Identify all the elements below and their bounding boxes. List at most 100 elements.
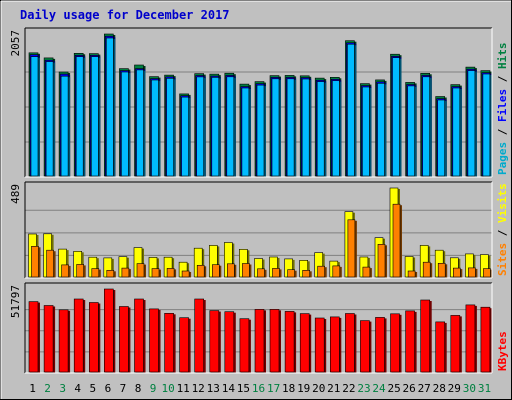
bar-kbytes-day-16 [254, 309, 265, 373]
bar-pages-day-22 [347, 43, 355, 177]
legend-item: Pages [496, 142, 509, 175]
bar-kbytes-day-9 [149, 308, 159, 373]
bar-pages-day-14 [226, 76, 235, 177]
bar-pages-day-24 [377, 83, 385, 177]
bar-pages-day-17 [271, 78, 280, 177]
bar-kbytes-day-31 [480, 306, 491, 373]
bar-kbytes-day-26 [405, 310, 415, 373]
chart-title: Daily usage for December 2017 [20, 8, 230, 22]
day-label-21: 21 [327, 382, 340, 395]
bar-kbytes-day-1 [28, 301, 39, 373]
bar-pages-day-21 [331, 80, 340, 177]
bar-pages-day-30 [467, 70, 476, 177]
bar-pages-day-9 [151, 79, 159, 177]
bar-pages-day-2 [45, 61, 54, 177]
bar-kbytes-day-28 [435, 321, 446, 373]
bar-kbytes-day-7 [119, 306, 129, 373]
bar-sites-day-3 [61, 264, 69, 278]
day-label-19: 19 [297, 382, 310, 395]
bar-pages-day-19 [301, 78, 310, 177]
bar-sites-day-1 [31, 246, 39, 278]
chart-panels: 2057 Pages / Files / Hits 489 Sites / Visit… [9, 27, 509, 374]
y-max-label: 489 [9, 184, 22, 204]
bar-pages-day-1 [30, 56, 39, 177]
bar-kbytes-day-11 [179, 317, 189, 373]
y-max-label: 51797 [9, 285, 22, 318]
series-pages [30, 37, 492, 178]
bar-sites-day-15 [242, 263, 250, 278]
bar-kbytes-day-30 [465, 304, 476, 373]
day-label-27: 27 [418, 382, 431, 395]
bar-kbytes-day-24 [375, 317, 385, 373]
legend-item: Hits [496, 43, 509, 70]
day-label-6: 6 [105, 382, 112, 395]
bar-kbytes-day-6 [104, 288, 114, 373]
bar-sites-day-24 [377, 244, 386, 278]
bar-sites-day-11 [181, 270, 190, 278]
day-label-14: 14 [222, 382, 236, 395]
bar-pages-day-6 [106, 37, 114, 177]
bar-sites-day-13 [212, 264, 220, 278]
legend-label: Sites / Visits [496, 183, 509, 276]
bar-sites-day-12 [196, 264, 205, 278]
bar-pages-day-5 [91, 56, 99, 177]
bar-kbytes-day-14 [224, 311, 235, 373]
bar-sites-day-5 [91, 268, 100, 278]
bar-pages-day-23 [362, 86, 370, 177]
bar-kbytes-day-23 [360, 320, 370, 373]
day-label-26: 26 [402, 382, 415, 395]
bar-sites-day-25 [392, 203, 401, 278]
bar-kbytes-day-12 [194, 298, 204, 373]
legend-label: KBytes [496, 331, 509, 371]
legend-item: Files [496, 89, 509, 122]
day-label-1: 1 [29, 382, 36, 395]
day-label-18: 18 [282, 382, 295, 395]
bar-pages-day-4 [75, 56, 84, 177]
day-label-9: 9 [150, 382, 157, 395]
bar-sites-day-2 [46, 249, 54, 278]
bar-pages-day-28 [437, 99, 446, 177]
bar-pages-day-10 [166, 78, 174, 177]
legend-item: / [496, 223, 509, 243]
day-label-31: 31 [478, 382, 491, 395]
day-label-10: 10 [161, 382, 174, 395]
bar-pages-day-12 [196, 76, 204, 177]
legend-item: / [496, 122, 509, 142]
day-label-28: 28 [433, 382, 446, 395]
day-label-24: 24 [372, 382, 386, 395]
bar-pages-day-8 [136, 69, 144, 177]
legend-item: KBytes [496, 331, 509, 371]
day-label-23: 23 [357, 382, 370, 395]
day-label-7: 7 [120, 382, 127, 395]
bar-kbytes-day-15 [239, 318, 250, 373]
bar-sites-day-6 [106, 269, 115, 278]
y-max-label: 2057 [9, 30, 22, 57]
bar-pages-day-15 [241, 87, 250, 177]
bar-sites-day-20 [317, 265, 326, 278]
bar-sites-day-23 [362, 266, 371, 278]
bar-kbytes-day-19 [299, 313, 310, 373]
bar-kbytes-day-2 [43, 305, 54, 373]
bar-pages-day-3 [60, 75, 69, 177]
bar-kbytes-day-29 [450, 315, 461, 373]
day-label-8: 8 [135, 382, 142, 395]
bar-sites-day-22 [347, 219, 356, 278]
bar-sites-day-27 [422, 261, 431, 278]
day-label-4: 4 [74, 382, 81, 395]
bar-sites-day-26 [407, 270, 416, 278]
series-sites [31, 203, 493, 278]
legend-item: / [496, 69, 509, 89]
bar-sites-day-9 [151, 268, 160, 278]
day-label-2: 2 [44, 382, 51, 395]
day-label-25: 25 [387, 382, 400, 395]
day-label-16: 16 [252, 382, 265, 395]
bar-pages-day-20 [316, 81, 325, 177]
bar-sites-day-16 [257, 268, 265, 278]
bar-pages-day-27 [422, 76, 431, 177]
bar-sites-day-31 [483, 268, 491, 278]
bar-kbytes-day-10 [164, 312, 174, 373]
series-kbytes [28, 288, 492, 373]
day-label-11: 11 [177, 382, 190, 395]
day-label-12: 12 [192, 382, 205, 395]
